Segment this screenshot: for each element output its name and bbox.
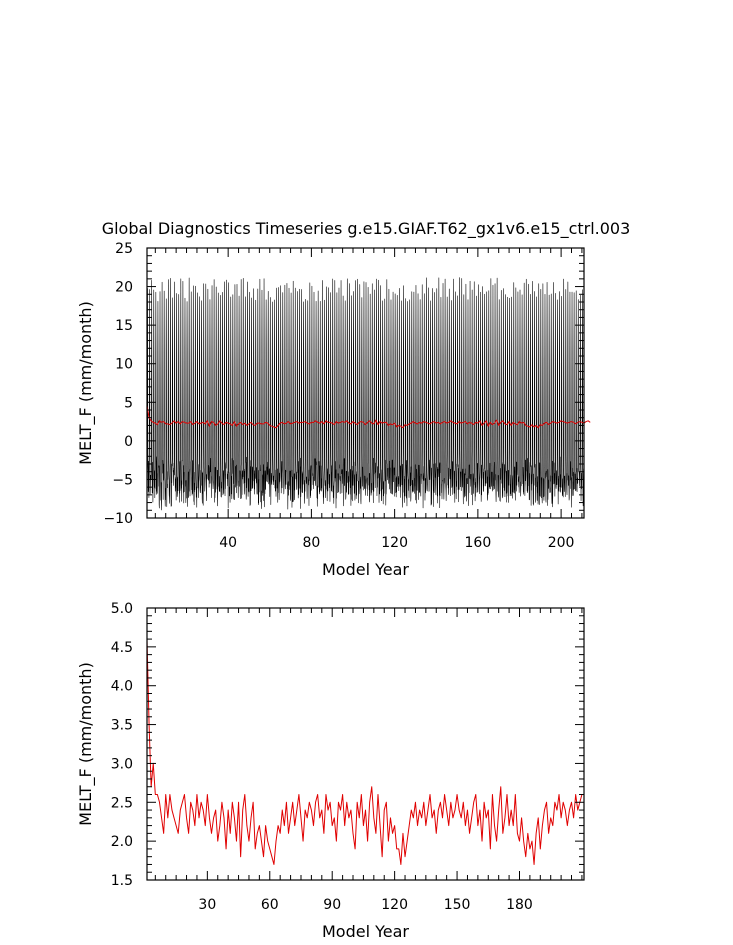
bottom-annual-series-line [146,639,583,865]
top-annual-series-line [146,405,591,429]
x-tick-label: 30 [198,897,216,913]
y-tick-label: 25 [115,241,133,257]
series-group-top [146,277,591,511]
y-tick-label: 4.0 [111,679,133,695]
ticks-group-top: 40 80 120 160 200 −10 −5 0 5 10 15 20 25 [103,241,584,551]
y-tick-label: 3.0 [111,756,133,772]
bottom-x-axis-label: Model Year [322,922,409,941]
top-x-axis-label: Model Year [322,560,409,579]
y-tick-label: 5 [124,395,133,411]
y-tick-label: 1.5 [111,873,133,889]
x-tick-label: 80 [302,535,320,551]
y-tick-label: 2.0 [111,834,133,850]
chart-title: Global Diagnostics Timeseries g.e15.GIAF… [102,219,631,239]
y-tick-label: 20 [115,280,133,296]
y-tick-label: 3.5 [111,718,133,734]
bottom-panel: 30 60 90 120 150 1801.52.02.53.03.54.04.55.0 … [76,601,585,941]
x-tick-label: 90 [323,897,341,913]
series-group-bottom [146,639,583,865]
y-tick-label: 4.5 [111,640,133,656]
x-tick-label: 180 [506,897,533,913]
x-tick-label: 120 [381,535,408,551]
bottom-y-axis-label: MELT_F (mm/month) [76,662,96,826]
x-tick-label: 160 [465,535,492,551]
y-tick-label: 5.0 [111,601,133,617]
y-tick-label: 0 [124,434,133,450]
x-tick-label: 120 [381,897,408,913]
x-tick-label: 60 [261,897,279,913]
bottom-plot-frame [146,607,585,881]
y-tick-label: −10 [103,511,133,527]
x-tick-label: 150 [444,897,471,913]
x-tick-label: 200 [548,535,575,551]
y-tick-label: 2.5 [111,795,133,811]
top-monthly-series-line [146,277,585,511]
y-tick-label: 15 [115,318,133,334]
ticks-group-bottom: 30 60 90 120 150 180 1.5 2.0 2.5 3.0 3.5 4.0 4.5 5.0 [111,601,584,913]
top-y-axis-label: MELT_F (mm/month) [76,301,96,465]
x-tick-label: 40 [219,535,237,551]
y-tick-label: −5 [112,472,133,488]
top-plot-frame [146,247,585,519]
y-tick-label: 10 [115,357,133,373]
